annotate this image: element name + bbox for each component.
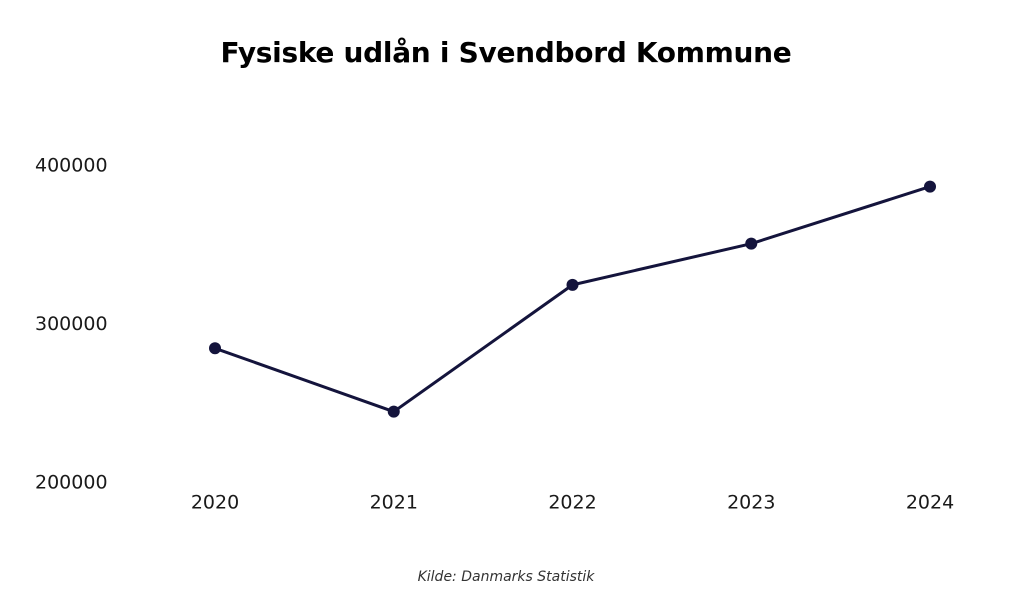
y-axis-ticks: 200000 300000 400000: [35, 155, 108, 494]
y-tick-label: 200000: [35, 472, 108, 494]
series-line: [214, 185, 931, 414]
x-tick-label: 2021: [370, 492, 418, 514]
x-tick-label: 2020: [191, 492, 239, 514]
chart-source: Kilde: Danmarks Statistik: [417, 569, 595, 585]
data-point[interactable]: [924, 180, 936, 193]
data-point[interactable]: [745, 237, 758, 250]
data-point[interactable]: [387, 405, 400, 418]
x-tick-label: 2022: [548, 492, 596, 514]
chart-title: Fysiske udlån i Svendbord Kommune: [220, 36, 792, 69]
y-tick-label: 400000: [35, 155, 108, 177]
x-tick-label: 2024: [906, 492, 954, 514]
series-group: [209, 180, 936, 418]
data-point[interactable]: [566, 278, 579, 291]
data-point[interactable]: [209, 342, 221, 355]
x-axis-ticks: 2020 2021 2022 2023 2024: [191, 492, 954, 514]
x-tick-label: 2023: [727, 492, 775, 514]
y-tick-label: 300000: [35, 313, 108, 335]
